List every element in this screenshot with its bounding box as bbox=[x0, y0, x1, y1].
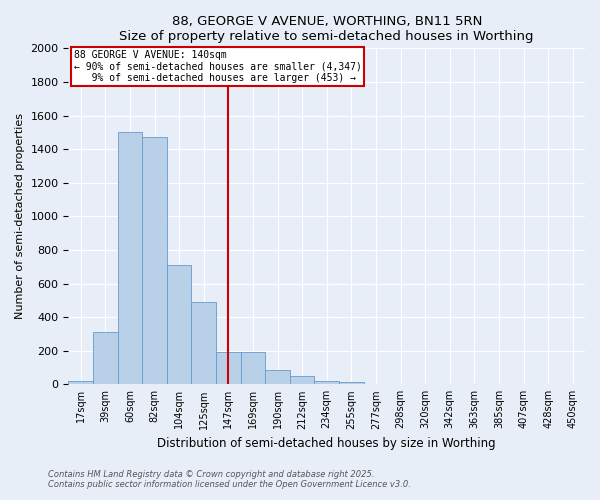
Bar bbox=[142, 138, 167, 384]
Bar bbox=[314, 381, 339, 384]
Bar bbox=[191, 302, 216, 384]
Bar bbox=[167, 265, 191, 384]
Bar bbox=[241, 352, 265, 384]
Bar bbox=[118, 132, 142, 384]
X-axis label: Distribution of semi-detached houses by size in Worthing: Distribution of semi-detached houses by … bbox=[157, 437, 496, 450]
Bar bbox=[265, 370, 290, 384]
Bar bbox=[93, 332, 118, 384]
Bar bbox=[290, 376, 314, 384]
Bar bbox=[216, 352, 241, 384]
Bar bbox=[68, 381, 93, 384]
Y-axis label: Number of semi-detached properties: Number of semi-detached properties bbox=[15, 114, 25, 320]
Bar bbox=[339, 382, 364, 384]
Title: 88, GEORGE V AVENUE, WORTHING, BN11 5RN
Size of property relative to semi-detach: 88, GEORGE V AVENUE, WORTHING, BN11 5RN … bbox=[119, 15, 534, 43]
Text: Contains HM Land Registry data © Crown copyright and database right 2025.
Contai: Contains HM Land Registry data © Crown c… bbox=[48, 470, 411, 489]
Text: 88 GEORGE V AVENUE: 140sqm
← 90% of semi-detached houses are smaller (4,347)
   : 88 GEORGE V AVENUE: 140sqm ← 90% of semi… bbox=[74, 50, 361, 83]
